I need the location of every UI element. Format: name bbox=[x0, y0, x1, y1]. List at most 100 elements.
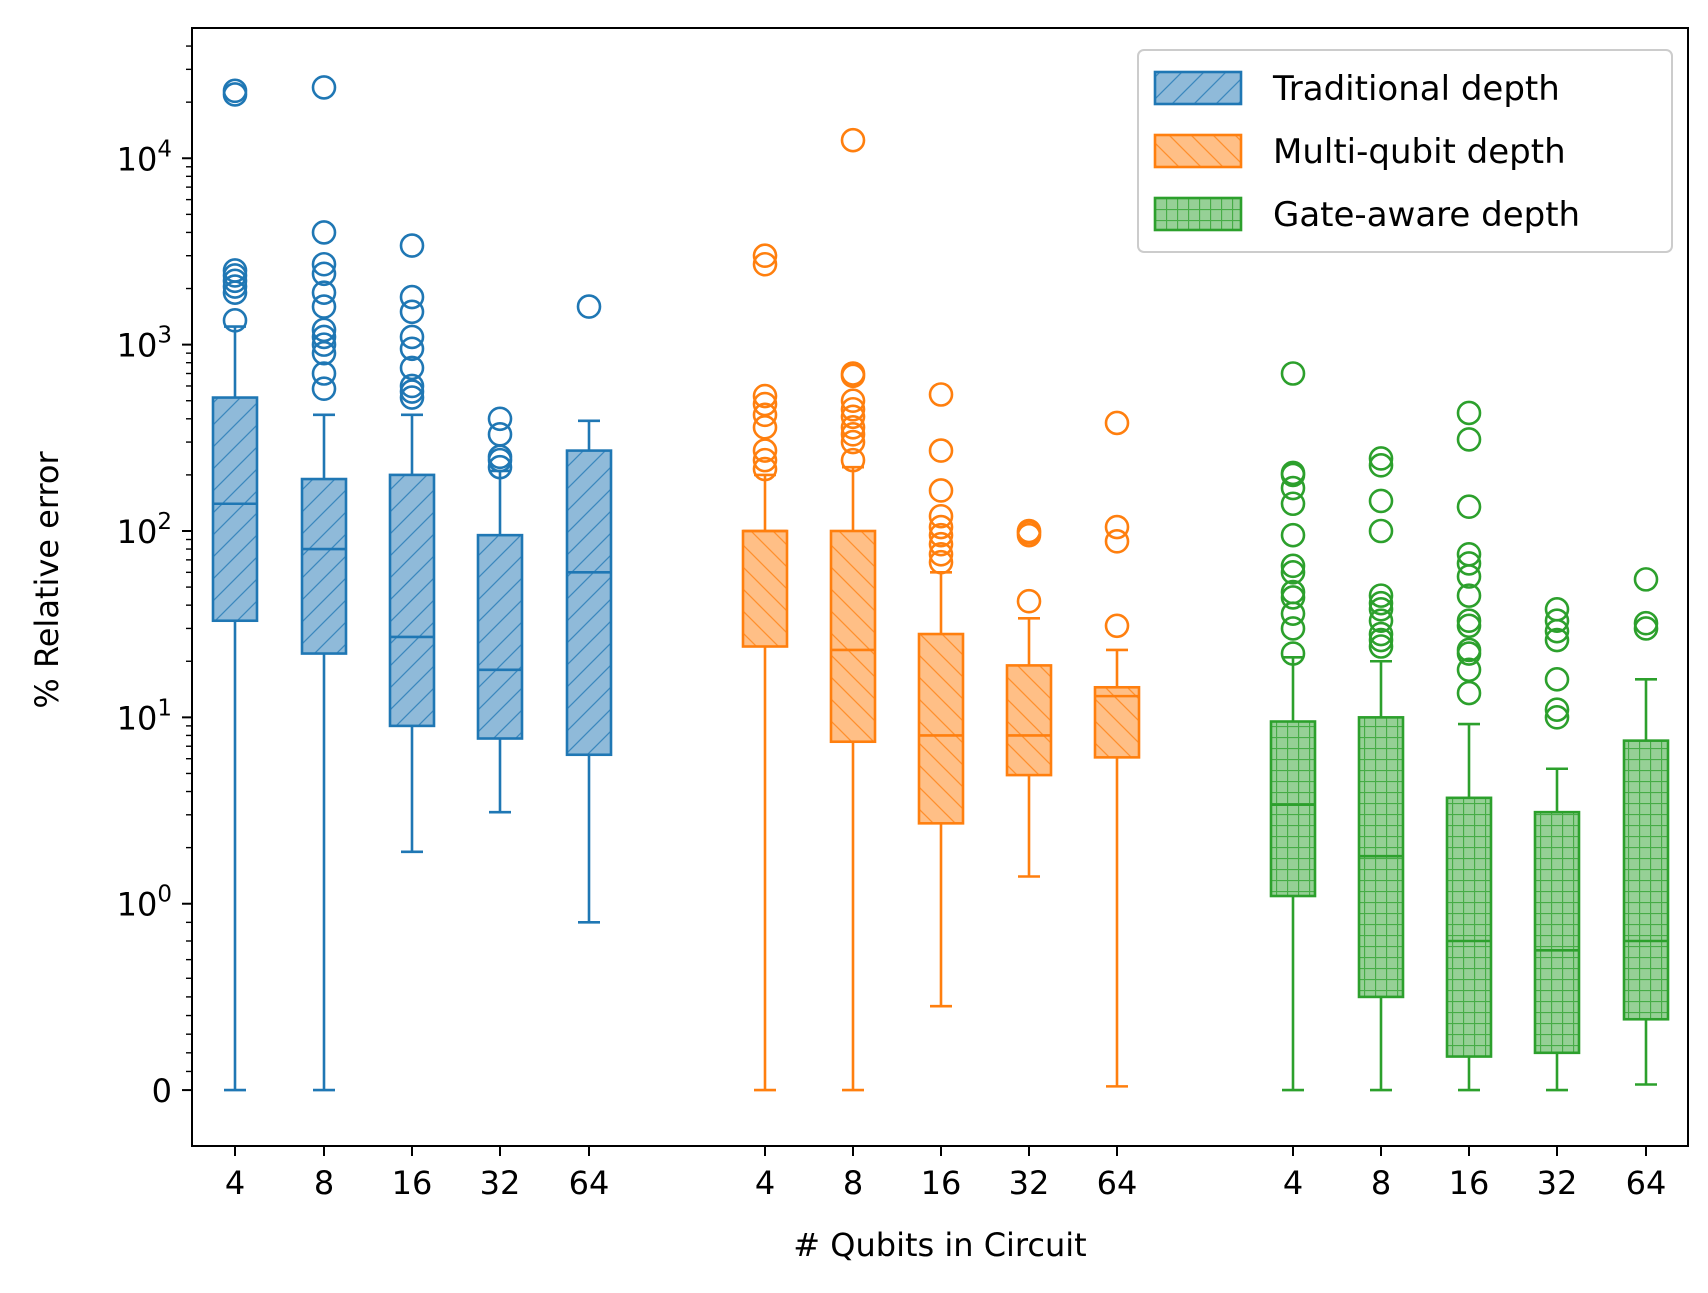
outlier-point bbox=[1456, 400, 1482, 426]
outlier-point bbox=[1280, 475, 1306, 501]
box-iqr bbox=[300, 477, 348, 655]
box-iqr bbox=[1005, 664, 1053, 777]
outlier-point bbox=[1368, 608, 1394, 634]
outlier-point bbox=[752, 383, 778, 409]
outlier-point bbox=[222, 78, 248, 104]
outlier-point bbox=[840, 388, 866, 414]
x-tick-label: 4 bbox=[225, 1164, 245, 1202]
box-0-1 bbox=[300, 75, 348, 1092]
box-iqr bbox=[917, 632, 965, 825]
x-tick-label: 16 bbox=[392, 1164, 433, 1202]
outlier-point bbox=[1368, 488, 1394, 514]
x-tick-label: 64 bbox=[569, 1164, 610, 1202]
outlier-point bbox=[1280, 560, 1306, 585]
outlier-point bbox=[399, 233, 425, 258]
legend-box bbox=[1137, 49, 1673, 253]
outlier-point bbox=[1544, 705, 1570, 730]
box-iqr bbox=[1622, 739, 1670, 1021]
box-2-3 bbox=[1533, 597, 1581, 1092]
outlier-point bbox=[311, 361, 337, 386]
outlier-point bbox=[1368, 634, 1394, 659]
outlier-point bbox=[1280, 585, 1306, 610]
outlier-point bbox=[1280, 462, 1306, 488]
x-tick-label: 16 bbox=[1449, 1164, 1490, 1202]
outlier-point bbox=[1456, 427, 1482, 452]
legend: Traditional depth Multi-qubit depth Gate-a… bbox=[1137, 49, 1673, 253]
y-tick-label: 101 bbox=[117, 695, 172, 737]
outlier-point bbox=[840, 447, 866, 473]
outlier-point bbox=[752, 251, 778, 277]
legend-label-0: Traditional depth bbox=[1272, 69, 1560, 109]
y-tick-label: 0 bbox=[152, 1072, 172, 1110]
outlier-point bbox=[399, 355, 425, 381]
outlier-point bbox=[399, 379, 425, 404]
outlier-point bbox=[311, 251, 337, 277]
box-1-3 bbox=[1005, 518, 1053, 878]
box-0-0 bbox=[211, 78, 259, 1092]
outlier-point bbox=[1456, 608, 1482, 634]
y-tick-label: 103 bbox=[117, 323, 172, 365]
series-2 bbox=[1269, 361, 1670, 1092]
box-iqr bbox=[1445, 796, 1493, 1058]
outlier-point bbox=[487, 406, 513, 432]
outlier-point bbox=[222, 274, 248, 299]
outlier-point bbox=[399, 324, 425, 350]
outlier-point bbox=[1456, 551, 1482, 576]
outlier-point bbox=[1280, 460, 1306, 486]
box-iqr bbox=[476, 533, 524, 740]
outlier-point bbox=[311, 376, 337, 402]
legend-swatch-2 bbox=[1153, 196, 1243, 232]
series-1 bbox=[741, 127, 1141, 1092]
x-tick-label: 32 bbox=[1537, 1164, 1578, 1202]
box-1-4 bbox=[1093, 410, 1141, 1088]
outlier-point bbox=[311, 324, 337, 350]
outlier-point bbox=[1544, 597, 1570, 622]
outlier-point bbox=[840, 404, 866, 430]
box-iqr bbox=[1533, 810, 1581, 1055]
outlier-point bbox=[576, 294, 602, 319]
outlier-point bbox=[840, 361, 866, 386]
outlier-point bbox=[1456, 680, 1482, 706]
outlier-point bbox=[928, 382, 954, 407]
outlier-point bbox=[1456, 613, 1482, 639]
box-0-3 bbox=[476, 406, 524, 814]
outlier-point bbox=[840, 415, 866, 440]
x-tick-label: 64 bbox=[1626, 1164, 1667, 1202]
outlier-point bbox=[1368, 518, 1394, 544]
x-tick-label: 32 bbox=[1009, 1164, 1050, 1202]
outlier-point bbox=[1368, 453, 1394, 478]
box-2-4 bbox=[1622, 567, 1670, 1086]
outlier-point bbox=[1280, 616, 1306, 641]
outlier-point bbox=[1368, 446, 1394, 471]
outlier-point bbox=[1280, 553, 1306, 579]
outlier-point bbox=[1544, 697, 1570, 722]
legend-label-1: Multi-qubit depth bbox=[1273, 132, 1566, 172]
outlier-point bbox=[1368, 583, 1394, 608]
outlier-point bbox=[1633, 610, 1659, 636]
box-2-0 bbox=[1269, 361, 1317, 1092]
box-iqr bbox=[741, 529, 789, 648]
outlier-point bbox=[1456, 583, 1482, 608]
outlier-point bbox=[928, 478, 954, 503]
box-1-1 bbox=[829, 127, 877, 1092]
x-tick-label: 64 bbox=[1097, 1164, 1138, 1202]
box-iqr bbox=[1093, 685, 1141, 759]
outlier-point bbox=[1280, 641, 1306, 666]
outlier-point bbox=[311, 261, 337, 287]
box-iqr bbox=[829, 529, 877, 744]
box-1-2 bbox=[917, 382, 965, 1008]
outlier-point bbox=[1280, 579, 1306, 605]
box-2-2 bbox=[1445, 400, 1493, 1092]
outlier-point bbox=[222, 258, 248, 283]
outlier-point bbox=[311, 75, 337, 100]
outlier-point bbox=[1368, 627, 1394, 653]
x-tick-label: 16 bbox=[921, 1164, 962, 1202]
outlier-point bbox=[1280, 522, 1306, 548]
outlier-point bbox=[1544, 667, 1570, 692]
outlier-point bbox=[752, 415, 778, 440]
y-axis-label: % Relative error bbox=[28, 451, 66, 709]
outlier-point bbox=[1280, 361, 1306, 386]
box-iqr bbox=[211, 396, 259, 623]
outlier-point bbox=[1456, 494, 1482, 520]
